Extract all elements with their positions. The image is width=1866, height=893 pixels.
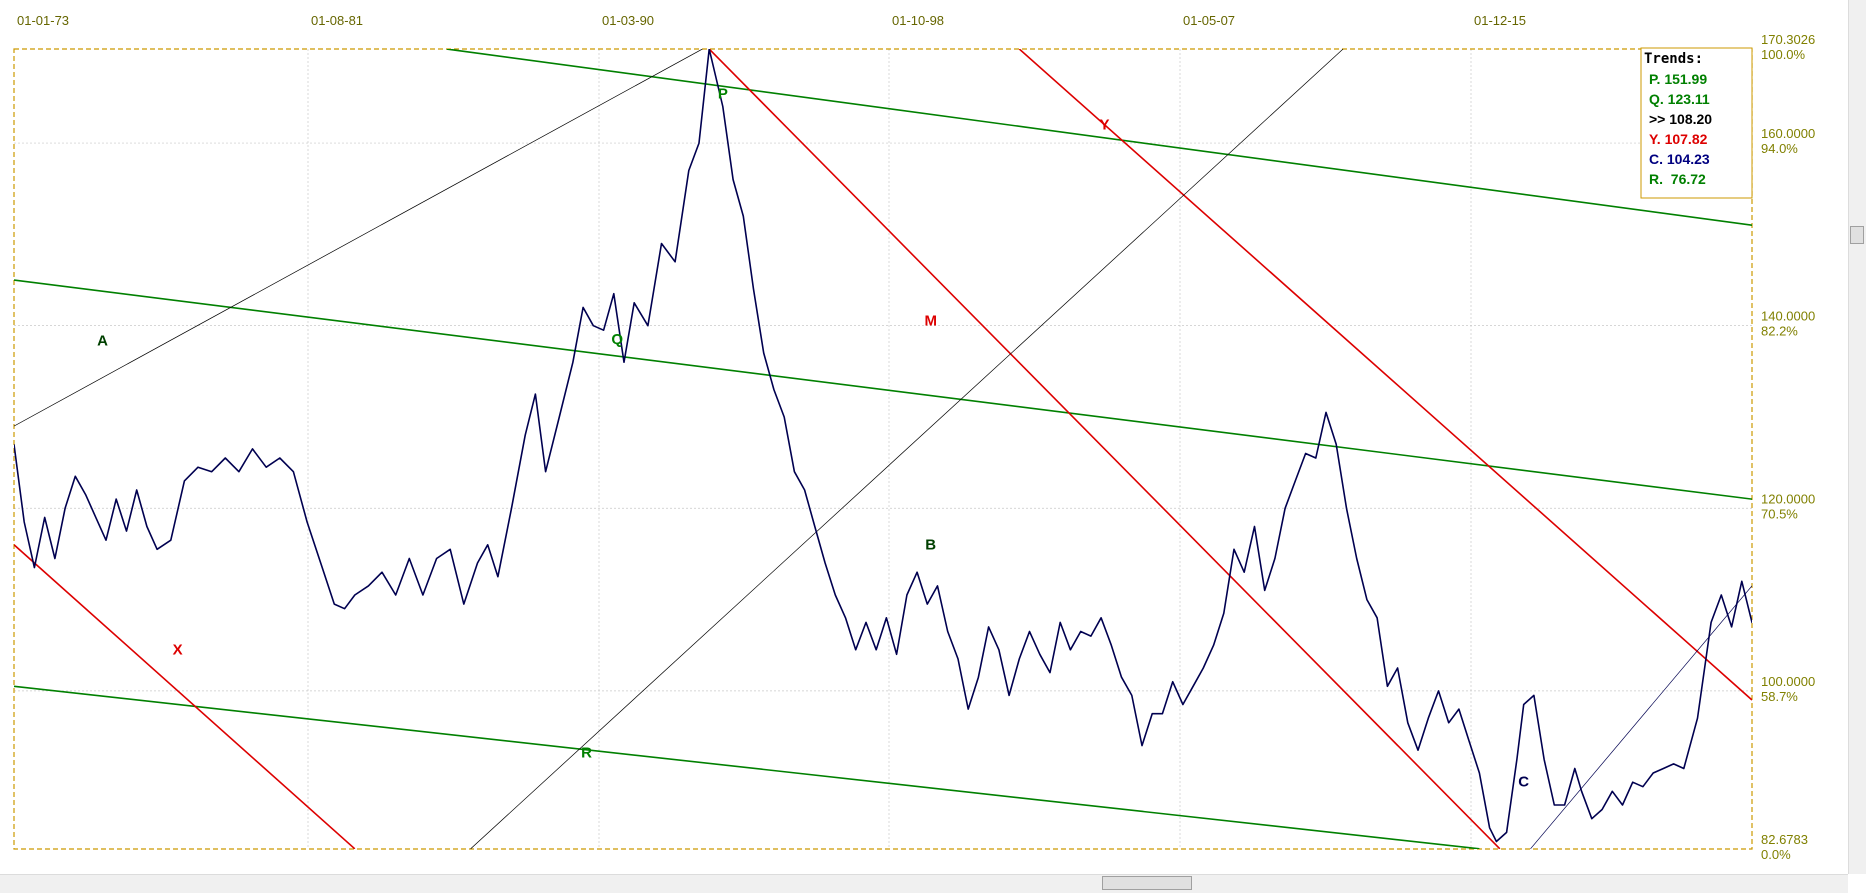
price-label: 82.6783 — [1761, 832, 1808, 847]
trend-row: P. 151.99 — [1649, 71, 1707, 87]
trend-line-p — [446, 49, 1752, 227]
date-label: 01-01-73 — [17, 13, 69, 28]
vertical-scrollbar[interactable] — [1848, 0, 1866, 874]
percent-label: 70.5% — [1761, 506, 1798, 521]
line-label-c: C — [1518, 774, 1529, 791]
line-label-p: P — [718, 85, 728, 102]
trend-row: >> 108.20 — [1649, 111, 1712, 127]
trends-panel-title: Trends: — [1644, 51, 1703, 67]
line-label-a: A — [97, 333, 108, 350]
price-series — [14, 49, 1752, 843]
date-axis: 01-01-73 01-08-81 01-03-90 01-10-98 01-05-07… — [17, 13, 1526, 28]
trend-line-x — [14, 544, 356, 849]
vertical-scrollbar-thumb[interactable] — [1850, 226, 1864, 244]
percent-label: 0.0% — [1761, 847, 1791, 862]
horizontal-scrollbar-thumb[interactable] — [1102, 876, 1192, 890]
trend-line-r — [14, 685, 1480, 849]
price-label: 140.0000 — [1761, 309, 1815, 324]
price-label: 170.3026 — [1761, 32, 1815, 47]
date-label: 01-12-15 — [1474, 13, 1526, 28]
price-label: 100.0000 — [1761, 674, 1815, 689]
trend-line-q — [14, 279, 1752, 500]
date-label: 01-05-07 — [1183, 13, 1235, 28]
line-label-y: Y — [1100, 116, 1110, 133]
trend-line-labels: P Q R M X Y A B C — [97, 85, 1529, 790]
date-label: 01-10-98 — [892, 13, 944, 28]
trend-row: R. 76.72 — [1649, 171, 1706, 187]
trend-line-c — [1530, 585, 1752, 849]
price-label: 160.0000 — [1761, 126, 1815, 141]
line-label-m: M — [924, 313, 937, 330]
trend-row: C. 104.23 — [1649, 151, 1710, 167]
date-label: 01-03-90 — [602, 13, 654, 28]
trends-panel: Trends: P. 151.99 Q. 123.11 >> 108.20 Y. 10… — [1640, 47, 1753, 199]
trend-line-m — [708, 49, 1501, 849]
trend-row: Y. 107.82 — [1649, 131, 1708, 147]
percent-label: 94.0% — [1761, 141, 1798, 156]
line-label-r: R — [581, 745, 592, 762]
percent-label: 82.2% — [1761, 324, 1798, 339]
trend-line-y — [1018, 49, 1752, 701]
horizontal-scrollbar[interactable] — [0, 874, 1848, 893]
trend-line-a — [14, 49, 703, 427]
line-label-q: Q — [611, 331, 623, 348]
trend-row: Q. 123.11 — [1649, 91, 1710, 107]
trend-lines — [14, 49, 1752, 849]
percent-label: 100.0% — [1761, 47, 1806, 62]
trend-line-b — [470, 49, 1344, 849]
trends-panel-box — [1640, 47, 1753, 199]
line-label-x: X — [173, 641, 183, 658]
price-label: 120.0000 — [1761, 491, 1815, 506]
line-label-b: B — [925, 536, 936, 553]
percent-label: 58.7% — [1761, 689, 1798, 704]
price-line — [14, 49, 1752, 843]
date-label: 01-08-81 — [311, 13, 363, 28]
